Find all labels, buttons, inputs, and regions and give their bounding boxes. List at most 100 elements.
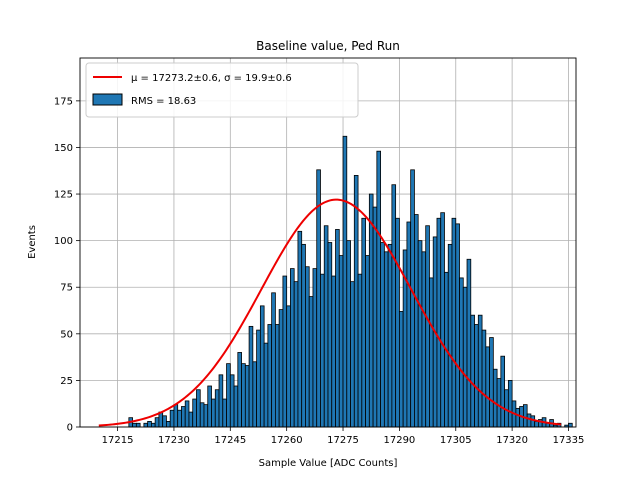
- histogram-bar: [162, 415, 167, 428]
- histogram-bar: [233, 385, 239, 428]
- histogram-bar: [199, 402, 205, 428]
- histogram-bar: [474, 324, 479, 428]
- histogram-bar: [440, 212, 445, 428]
- histogram-bar: [132, 422, 137, 428]
- histogram-bar: [530, 415, 536, 428]
- histogram-bar: [301, 243, 306, 428]
- histogram-bar: [376, 150, 382, 428]
- chart-title: Baseline value, Ped Run: [256, 39, 400, 53]
- histogram-bar: [429, 277, 434, 428]
- histogram-bar: [192, 398, 197, 428]
- histogram-bar: [229, 374, 235, 428]
- x-axis-label: Sample Value [ADC Counts]: [259, 458, 398, 469]
- y-tick-label: 125: [54, 190, 73, 201]
- histogram-bar: [455, 223, 460, 428]
- histogram-bar: [515, 407, 521, 428]
- histogram-bar: [391, 184, 397, 428]
- histogram-bar: [150, 422, 156, 428]
- plot-frame: [79, 57, 577, 428]
- histogram-bar: [436, 217, 442, 428]
- histogram-bar: [534, 421, 539, 428]
- histogram-bar: [252, 361, 258, 428]
- histogram-bar: [211, 398, 216, 428]
- y-tick-label: 150: [54, 143, 73, 154]
- histogram-bar: [481, 329, 487, 428]
- histogram-bar: [383, 251, 389, 428]
- legend: μ = 17273.2±0.6, σ = 19.9±0.6 RMS = 18.6…: [85, 62, 359, 118]
- histogram-bar: [489, 337, 494, 428]
- x-tick-label: 17215: [102, 435, 134, 446]
- histogram-bar: [421, 251, 427, 428]
- histogram-bar: [522, 404, 528, 428]
- histogram-bar: [398, 311, 404, 428]
- histogram-bar: [308, 296, 314, 428]
- y-tick-label: 50: [60, 329, 73, 340]
- histogram-bar: [177, 409, 182, 428]
- histogram-bar: [203, 404, 209, 428]
- histogram-bar: [282, 275, 288, 428]
- gaussian-fit-curve: [98, 198, 562, 427]
- histogram-bar: [244, 365, 250, 428]
- histogram-bar: [466, 258, 472, 428]
- histogram-bar: [135, 422, 141, 428]
- histogram-bar: [353, 175, 359, 428]
- x-tick-label: 17230: [158, 435, 190, 446]
- x-tick-label: 17245: [214, 435, 246, 446]
- histogram-bar: [447, 243, 453, 428]
- histogram-bar: [158, 411, 164, 428]
- histogram-bar: [526, 413, 532, 428]
- histogram-bar: [459, 277, 464, 428]
- y-tick-label: 25: [60, 376, 73, 387]
- histogram-bar: [361, 217, 366, 428]
- y-tick-label: 75: [60, 283, 73, 294]
- histogram-bar: [331, 275, 336, 428]
- histogram-bar: [372, 206, 378, 428]
- histogram-bar: [451, 217, 457, 428]
- histogram-bar: [406, 221, 412, 428]
- histogram-bar: [143, 422, 149, 428]
- x-tick-label: 17320: [496, 435, 528, 446]
- histogram-bar: [248, 325, 254, 428]
- histogram-bar: [496, 378, 502, 428]
- legend-hist-swatch: [92, 93, 123, 106]
- histogram-bar: [492, 368, 498, 428]
- y-tick-label: 100: [54, 236, 73, 247]
- histogram-bar: [312, 268, 318, 428]
- histogram-bar: [293, 281, 299, 428]
- histogram-bar: [338, 255, 344, 428]
- histogram-bar: [462, 286, 468, 428]
- x-tick-label: 17335: [553, 435, 585, 446]
- x-axis-ticks: 17215 17230 17245 17260 17275 17290 17305 17320…: [102, 427, 585, 446]
- histogram-bar: [169, 409, 175, 428]
- histogram-bar: [297, 230, 303, 428]
- x-tick-label: 17290: [383, 435, 415, 446]
- histogram-bar: [274, 324, 280, 428]
- histogram-bar: [500, 355, 506, 428]
- histogram-bar: [380, 242, 385, 428]
- histogram-bar: [173, 404, 179, 428]
- histogram-bar: [241, 363, 246, 428]
- histogram-bar: [365, 255, 370, 428]
- legend-box: [85, 62, 359, 118]
- histogram-bar: [218, 374, 224, 428]
- histogram-bar: [417, 240, 423, 428]
- histogram-bar: [425, 225, 430, 428]
- histogram-bar: [267, 324, 273, 428]
- histogram-bar: [327, 242, 333, 428]
- x-tick-label: 17305: [440, 435, 472, 446]
- histogram-bar: [414, 214, 419, 428]
- histogram-bar: [226, 363, 231, 428]
- histogram-bar: [368, 193, 374, 428]
- histogram-bar: [335, 229, 340, 428]
- histogram-bar: [387, 243, 393, 428]
- histogram-bar: [237, 352, 242, 428]
- histogram-bar: [188, 411, 194, 428]
- histogram-bar: [166, 421, 171, 428]
- histogram-bar: [350, 281, 355, 428]
- y-tick-label: 0: [67, 423, 73, 434]
- histogram-bar: [271, 292, 276, 428]
- histogram-bar: [290, 268, 295, 428]
- histogram-bar: [470, 314, 475, 428]
- y-tick-label: 175: [54, 96, 73, 107]
